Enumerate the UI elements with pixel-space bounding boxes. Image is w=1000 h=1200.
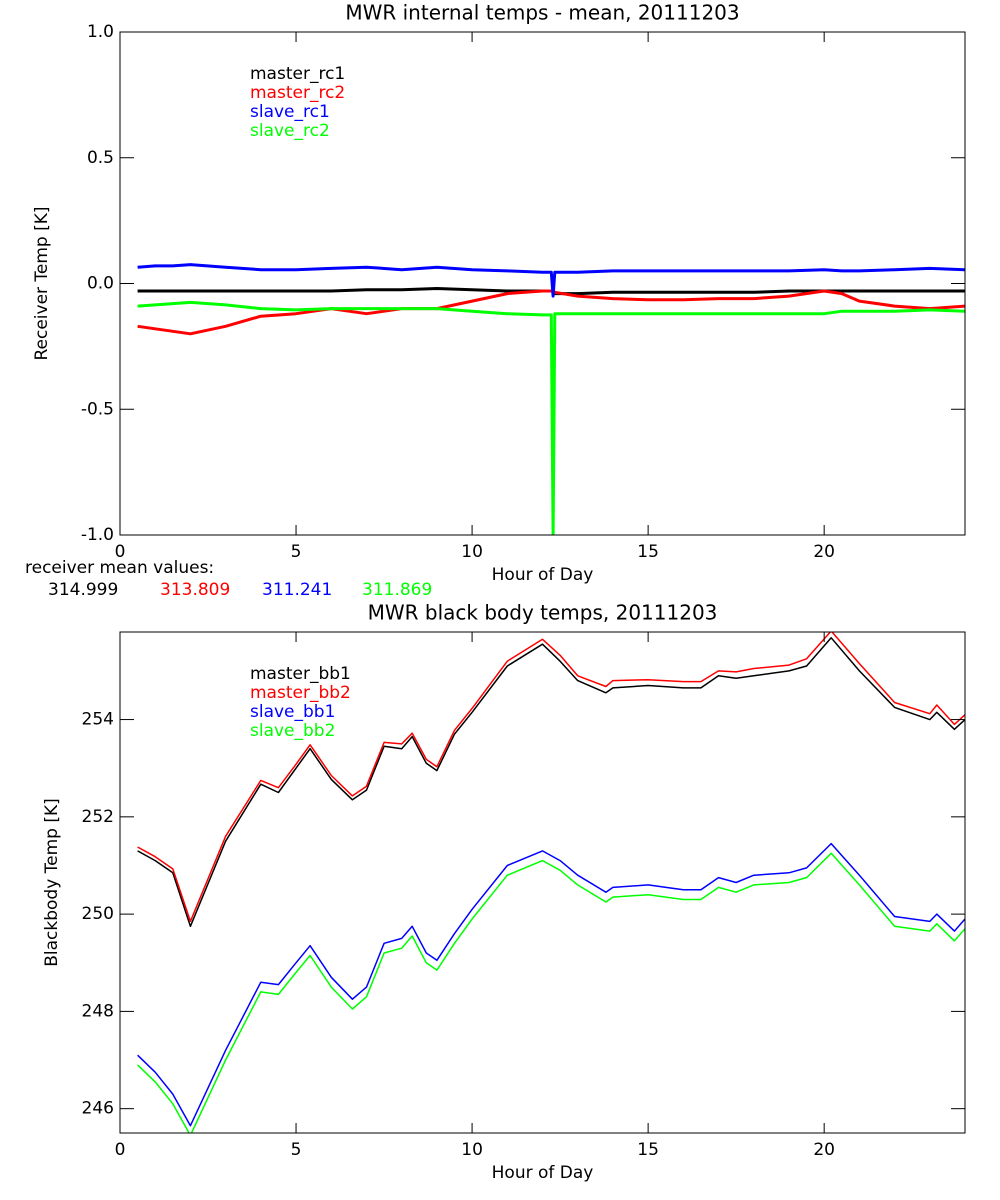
legend-entry: slave_rc1 xyxy=(250,102,330,122)
x-tick-label: 15 xyxy=(637,1140,659,1160)
plot-frame xyxy=(119,631,966,1134)
mean-value: 313.809 xyxy=(160,580,230,600)
y-axis-label: Receiver Temp [K] xyxy=(32,206,52,360)
x-axis-label: Hour of Day xyxy=(492,565,594,585)
y-tick-label: 252 xyxy=(82,807,114,827)
y-tick-label: -0.5 xyxy=(81,399,114,419)
series-line xyxy=(137,300,965,535)
chart-title: MWR black body temps, 20111203 xyxy=(368,601,718,625)
mean-value: 314.999 xyxy=(48,580,118,600)
x-tick-label: 5 xyxy=(291,542,302,562)
series-line xyxy=(137,263,965,298)
x-tick-label: 15 xyxy=(637,542,659,562)
y-tick-label: 1.0 xyxy=(87,22,114,42)
legend-entry: slave_bb1 xyxy=(250,702,335,722)
y-axis-label: Blackbody Temp [K] xyxy=(42,798,62,967)
legend-entry: master_rc1 xyxy=(250,64,345,84)
chart-title: MWR internal temps - mean, 20111203 xyxy=(345,1,739,25)
x-tick-label: 10 xyxy=(461,1140,483,1160)
y-tick-label: 248 xyxy=(82,1001,114,1021)
mean-value: 311.241 xyxy=(262,580,332,600)
y-tick-label: 246 xyxy=(82,1099,114,1119)
x-tick-label: 0 xyxy=(115,1140,126,1160)
legend-entry: master_bb1 xyxy=(250,664,351,684)
series-line xyxy=(137,637,965,928)
x-tick-label: 20 xyxy=(813,542,835,562)
x-tick-label: 10 xyxy=(461,542,483,562)
legend-entry: master_bb2 xyxy=(250,683,351,703)
legend-entry: master_rc2 xyxy=(250,83,345,103)
series-line xyxy=(137,842,965,1127)
series-line xyxy=(137,852,965,1133)
y-tick-label: -1.0 xyxy=(81,525,114,545)
legend-entry: slave_bb2 xyxy=(250,721,335,741)
x-tick-label: 5 xyxy=(291,1140,302,1160)
annotation: receiver mean values: xyxy=(25,558,214,578)
plot-frame xyxy=(119,31,966,536)
x-axis-label: Hour of Day xyxy=(492,1163,594,1183)
y-tick-label: 254 xyxy=(82,710,114,730)
series-line xyxy=(137,632,965,923)
mean-value: 311.869 xyxy=(362,580,432,600)
x-tick-label: 0 xyxy=(115,542,126,562)
y-tick-label: 0.0 xyxy=(87,274,114,294)
y-tick-label: 0.5 xyxy=(87,148,114,168)
legend-entry: slave_rc2 xyxy=(250,121,330,141)
x-tick-label: 20 xyxy=(813,1140,835,1160)
y-tick-label: 250 xyxy=(82,904,114,924)
